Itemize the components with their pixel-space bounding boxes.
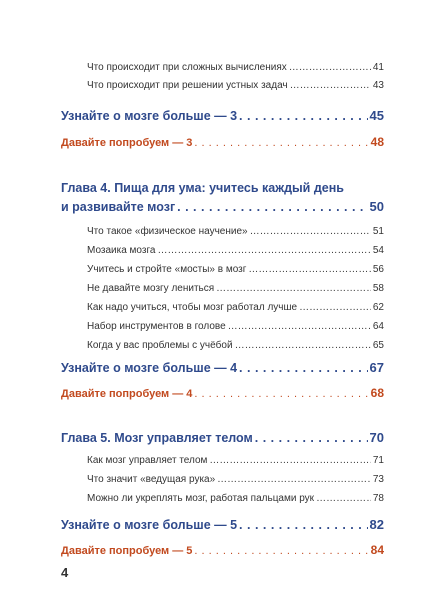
toc-entry-title: Набор инструментов в голове (87, 321, 226, 332)
toc-entry: Что происходит при сложных вычислениях 4… (87, 62, 384, 76)
page-number: 4 (61, 565, 69, 580)
toc-entry-title: Мозаика мозга (87, 245, 156, 256)
toc-entry-title: Давайте попробуем — 3 (61, 137, 193, 149)
leader-dots (299, 302, 371, 313)
leader-dots (216, 283, 371, 294)
toc-entry-page: 51 (372, 226, 384, 237)
leader-dots (228, 321, 371, 332)
chapter-title: Глава 5. Мозг управляет телом (61, 431, 253, 445)
toc-section-try: Давайте попробуем — 5 84 (61, 543, 384, 557)
toc-entry-title: Что значит «ведущая рука» (87, 474, 216, 485)
leader-dots (177, 200, 367, 214)
toc-entry-page: 45 (369, 108, 384, 123)
leader-dots (316, 493, 371, 504)
toc-entry-page: 58 (372, 283, 384, 294)
toc-entry-title: Узнайте о мозге больше — 5 (61, 518, 238, 532)
leader-dots (290, 80, 371, 91)
toc-entry-page: 43 (372, 80, 384, 91)
toc-entry: Что значит «ведущая рука» 73 (87, 474, 384, 488)
leader-dots (157, 245, 370, 256)
toc-entry-title: Как мозг управляет телом (87, 455, 208, 466)
leader-dots (194, 388, 368, 400)
leader-dots (194, 545, 368, 557)
toc-entry-page: 64 (372, 321, 384, 332)
toc-entry: Мозаика мозга 54 (87, 245, 384, 259)
leader-dots (255, 431, 368, 445)
toc-entry: Как мозг управляет телом 71 (87, 455, 384, 469)
toc-entry-title: Когда у вас проблемы с учёбой (87, 340, 233, 351)
toc-entry-title: Узнайте о мозге больше — 4 (61, 361, 238, 375)
toc-entry-title: Что такое «физическое научение» (87, 226, 248, 237)
chapter-title-line2: и развивайте мозг (61, 200, 176, 214)
toc-entry-title: Что происходит при сложных вычислениях (87, 62, 287, 73)
leader-dots (194, 137, 368, 149)
leader-dots (239, 109, 367, 123)
leader-dots (248, 264, 370, 275)
toc-entry-page: 68 (370, 386, 384, 400)
toc-section-try: Давайте попробуем — 4 68 (61, 386, 384, 400)
leader-dots (250, 226, 371, 237)
toc-entry-title: Как надо учиться, чтобы мозг работал луч… (87, 302, 298, 313)
toc-entry-page: 50 (369, 199, 384, 214)
toc-entry-page: 62 (372, 302, 384, 313)
toc-section-learn-more: Узнайте о мозге больше — 5 82 (61, 517, 384, 533)
toc-entry-page: 65 (372, 340, 384, 351)
leader-dots (289, 62, 371, 73)
toc-section-try: Давайте попробуем — 3 48 (61, 135, 384, 149)
toc-entry: Набор инструментов в голове 64 (87, 321, 384, 335)
leader-dots (235, 340, 371, 351)
toc-entry: Когда у вас проблемы с учёбой 65 (87, 340, 384, 354)
toc-entry-title: Можно ли укреплять мозг, работая пальцам… (87, 493, 315, 504)
toc-entry-title: Узнайте о мозге больше — 3 (61, 109, 238, 123)
leader-dots (217, 474, 371, 485)
toc-entry-page: 78 (372, 493, 384, 504)
chapter-entry: и развивайте мозг 50 (61, 199, 384, 215)
toc-entry-page: 56 (372, 264, 384, 275)
toc-entry-page: 84 (370, 543, 384, 557)
chapter-title-line1: Глава 4. Пища для ума: учитесь каждый де… (61, 181, 344, 195)
toc-entry-page: 82 (369, 517, 384, 532)
toc-entry-page: 41 (372, 62, 384, 73)
toc-entry: Учитесь и стройте «мосты» в мозг 56 (87, 264, 384, 278)
toc-section-learn-more: Узнайте о мозге больше — 4 67 (61, 360, 384, 376)
toc-entry-page: 54 (372, 245, 384, 256)
toc-entry-title: Не давайте мозгу лениться (87, 283, 215, 294)
toc-entry-page: 48 (370, 135, 384, 149)
toc-entry-page: 67 (369, 360, 384, 375)
toc-entry: Как надо учиться, чтобы мозг работал луч… (87, 302, 384, 316)
toc-entry-title: Давайте попробуем — 5 (61, 545, 193, 557)
toc-entry: Не давайте мозгу лениться 58 (87, 283, 384, 297)
toc-entry-page: 71 (372, 455, 384, 466)
toc-section-learn-more: Узнайте о мозге больше — 3 45 (61, 108, 384, 124)
toc-entry: Что такое «физическое научение» 51 (87, 226, 384, 240)
toc-entry: Можно ли укреплять мозг, работая пальцам… (87, 493, 384, 507)
toc-entry: Что происходит при решении устных задач … (87, 80, 384, 94)
leader-dots (209, 455, 370, 466)
toc-entry-title: Учитесь и стройте «мосты» в мозг (87, 264, 247, 275)
leader-dots (239, 361, 367, 375)
chapter-entry: Глава 5. Мозг управляет телом 70 (61, 430, 384, 446)
toc-entry-page: 70 (369, 430, 384, 445)
toc-entry-page: 73 (372, 474, 384, 485)
toc-entry-title: Давайте попробуем — 4 (61, 388, 193, 400)
leader-dots (239, 518, 367, 532)
toc-entry-title: Что происходит при решении устных задач (87, 80, 288, 91)
